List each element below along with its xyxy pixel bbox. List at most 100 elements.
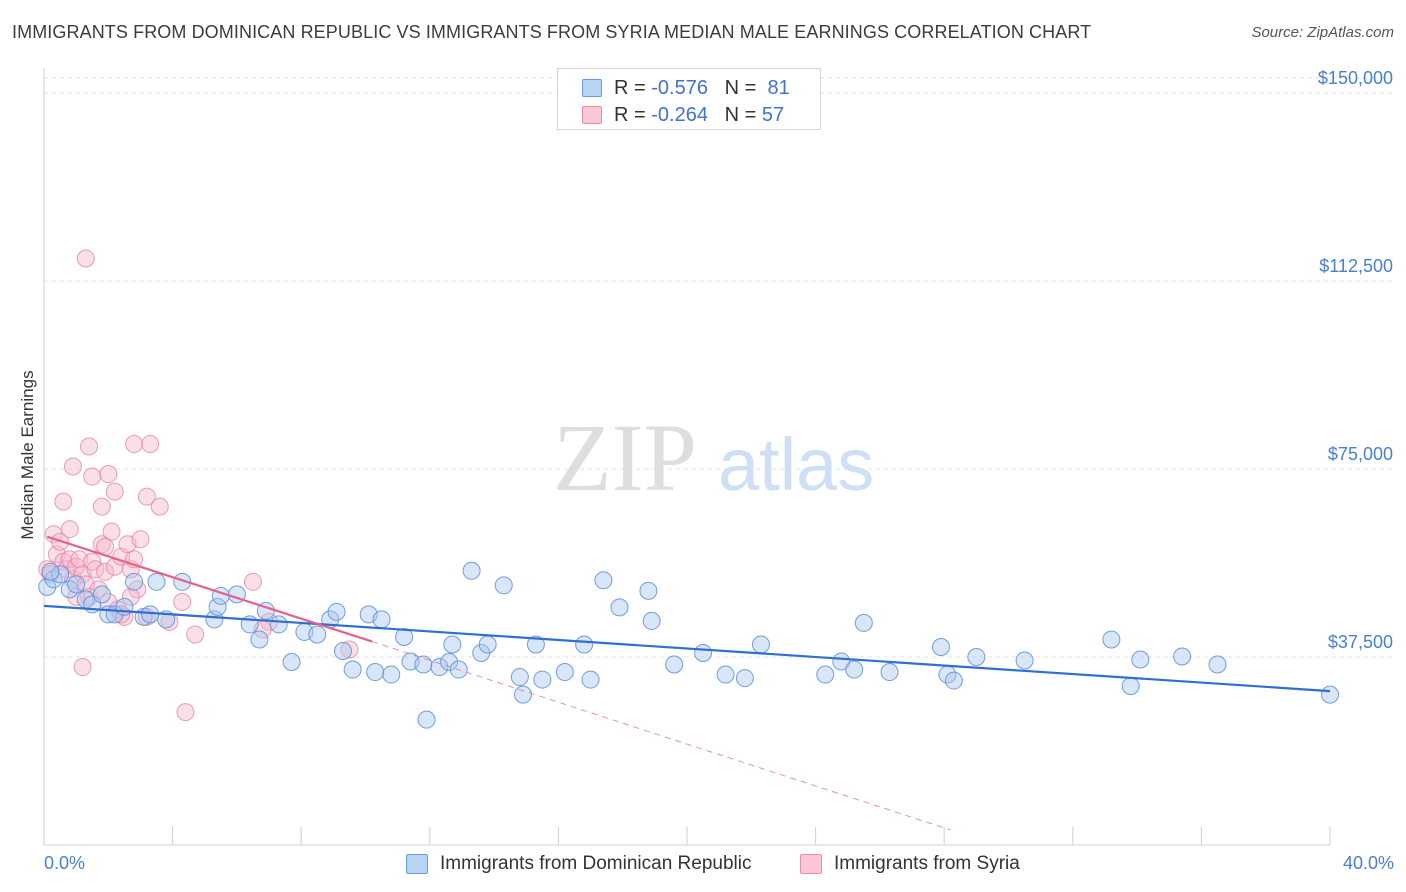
dominican-point [417,710,436,729]
watermark: ZIP atlas [553,404,874,511]
source-label: Source: ZipAtlas.com [1251,24,1394,41]
syria-point [92,535,111,554]
syria-point [105,482,124,501]
bottom-legend-label-dominican: Immigrants from Dominican Republic [440,853,752,874]
syria-point [54,492,73,511]
dominican-point [173,572,192,591]
dominican-point [642,611,661,630]
syria-point [125,434,144,453]
dominican-point [533,670,552,689]
dominican-point [944,671,963,690]
dominican-point [581,670,600,689]
dominican-point [610,598,629,617]
dominican-point [555,663,574,682]
grid-lines [44,77,1395,658]
dominican-point [92,585,111,604]
y-tick-label: $75,000 [1328,444,1393,464]
dominican-point [845,660,864,679]
syria-point [173,592,192,611]
dominican-point [443,635,462,654]
dominican-point [832,652,851,671]
syria-point [131,530,150,549]
syria-point [92,497,111,516]
dominican-point [594,571,613,590]
dominican-point [854,613,873,632]
dominican-point [333,641,352,660]
dominican-point [115,597,134,616]
dominican-point [440,653,459,672]
dominican-point [639,581,658,600]
syria-point [96,562,115,581]
dominican-point [395,627,414,646]
watermark-zip: ZIP [553,404,697,511]
axis-labels: $37,500 $75,000 $112,500 $150,000 0.0% 40.0% [44,68,1394,873]
dominican-point [430,658,449,677]
dominican-point [526,635,545,654]
dominican-point [41,562,60,581]
dominican-point [1208,655,1227,674]
dominican-point [343,660,362,679]
syria-point [89,580,108,599]
syria-point [99,465,118,484]
legend-text-dominican: R = -0.576 N = 81 [614,77,790,99]
syria-point [63,457,82,476]
dominican-point [125,572,144,591]
dominican-point [327,602,346,621]
dominican-point [250,630,269,649]
syria-point [150,497,169,516]
dominican-point [751,635,770,654]
axes [43,68,1331,846]
y-tick-label: $112,500 [1319,256,1393,276]
dominican-point [1121,677,1140,696]
dominican-point [514,685,533,704]
dominican-point [880,663,899,682]
dominican-trend-line [43,604,1331,693]
dominican-point [716,665,735,684]
syria-points [38,249,359,722]
dominican-point [372,610,391,629]
dominican-point [414,655,433,674]
dominican-point [735,669,754,688]
dominican-point [665,655,684,674]
dominican-point [1015,651,1034,670]
dominican-point [816,665,835,684]
dominican-point [494,576,513,595]
dominican-points [38,561,1339,729]
dominican-point [967,648,986,667]
bottom-swatch-pink [800,854,822,874]
y-tick-label: $37,500 [1328,632,1393,652]
correlation-legend: R = -0.576 N = 81 R = -0.264 N = 57 [557,68,821,130]
dominican-point [147,572,166,591]
dominican-point [308,625,327,644]
legend-swatch-blue [582,79,602,97]
dominican-point [1131,650,1150,669]
syria-point [340,640,359,659]
syria-point [60,520,79,539]
syria-point [121,587,140,606]
syria-point [102,522,121,541]
dominican-point [694,643,713,662]
x-tick-label-max: 40.0% [1343,853,1394,873]
syria-point [83,467,102,486]
legend-swatch-pink [582,106,602,124]
dominican-point [1102,630,1121,649]
dominican-point [575,635,594,654]
syria-point [141,434,160,453]
dominican-point [282,653,301,672]
bottom-legend-label-syria: Immigrants from Syria [834,853,1020,874]
trend-lines [43,535,1331,831]
dominican-point [478,635,497,654]
dominican-point [1173,647,1192,666]
syria-point [73,658,92,677]
dominican-point [462,561,481,580]
syria-point [176,703,195,722]
dominican-point [269,615,288,634]
dominican-point [208,597,227,616]
chart-title: IMMIGRANTS FROM DOMINICAN REPUBLIC VS IM… [12,22,1092,42]
dominican-point [1321,685,1339,704]
syria-point [80,437,99,456]
syria-trend-line [46,535,373,643]
syria-point [243,572,262,591]
dominican-point [931,637,950,656]
